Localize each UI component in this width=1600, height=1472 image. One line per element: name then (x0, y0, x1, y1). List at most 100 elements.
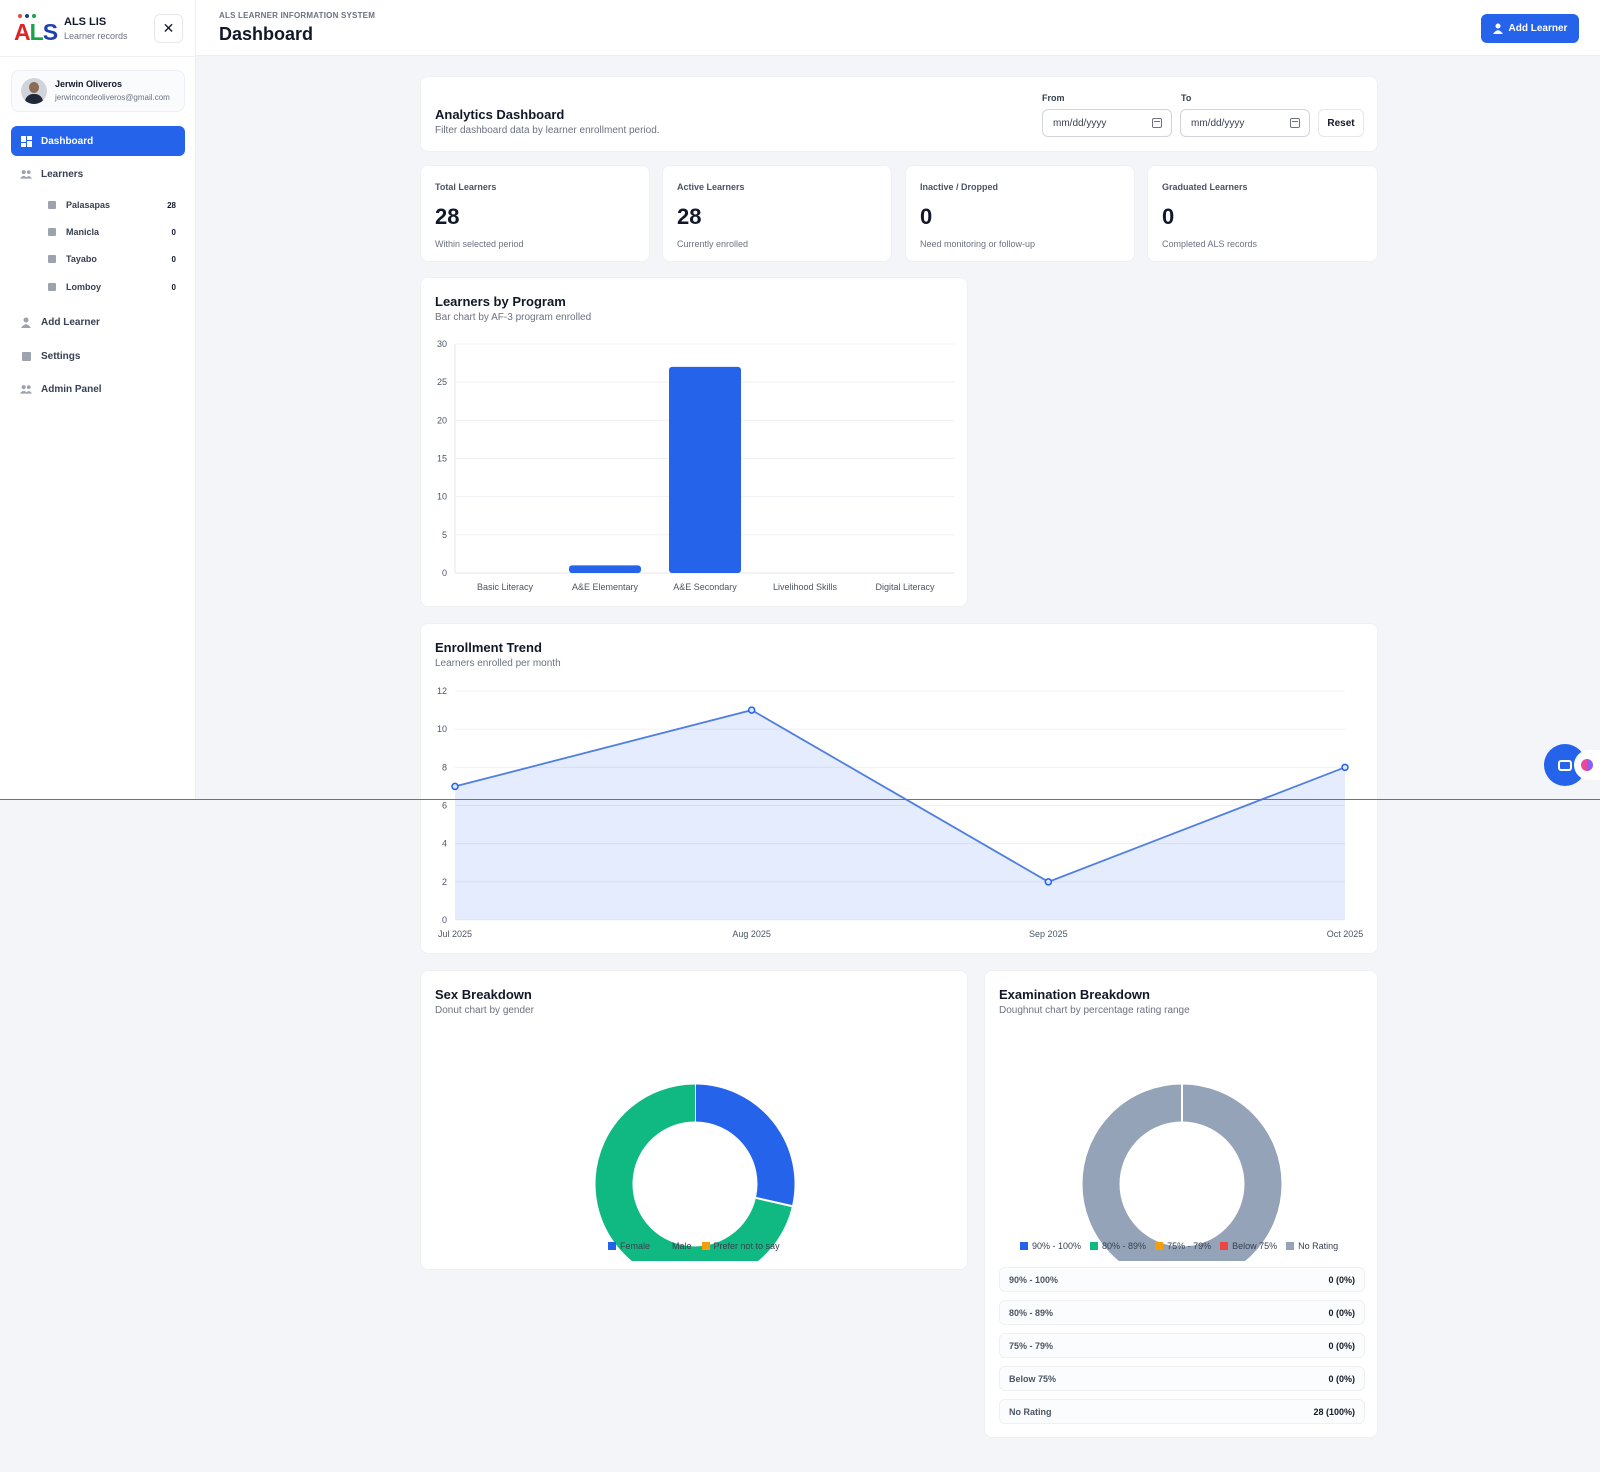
sidebar-item-label: Settings (41, 350, 81, 362)
sidebar-subitem-manicla[interactable]: Manicla 0 (48, 222, 176, 242)
program-bar-chart: 0 5 10 15 20 25 30 Basic Literacy A&E Elementary… (437, 339, 955, 592)
calendar-icon[interactable] (1290, 118, 1300, 128)
settings-icon (20, 350, 32, 362)
exam-row-value: 0 (0%) (1328, 1275, 1355, 1285)
x-tick-label: Digital Literacy (875, 582, 935, 592)
exam-row-label: No Rating (1009, 1407, 1052, 1417)
exam-row: 75% - 79% 0 (0%) (999, 1333, 1365, 1358)
stat-card-inactive: Inactive / Dropped 0 Need monitoring or … (905, 165, 1135, 262)
exam-row-label: 90% - 100% (1009, 1275, 1059, 1285)
dashboard-icon (20, 135, 32, 147)
bar (669, 366, 741, 573)
analytics-title: Analytics Dashboard (435, 107, 565, 122)
data-point (747, 706, 756, 714)
sidebar-item-admin-panel[interactable]: Admin Panel (11, 374, 185, 404)
calendar-icon[interactable] (1152, 118, 1162, 128)
user-email: jerwincondeoliveros@gmail.com (55, 93, 170, 102)
y-tick-label: 6 (442, 801, 447, 811)
x-tick-label: A&E Elementary (572, 582, 639, 592)
exam-row-value: 0 (0%) (1328, 1308, 1355, 1318)
data-point (451, 782, 459, 791)
to-date-placeholder: mm/dd/yyyy (1191, 117, 1245, 129)
stat-label: Graduated Learners (1162, 182, 1248, 192)
series-line (454, 709, 1346, 883)
stat-card-total: Total Learners 28 Within selected period (420, 165, 650, 262)
from-date-placeholder: mm/dd/yyyy (1053, 117, 1107, 129)
y-tick-label: 10 (437, 724, 447, 734)
legend-item: Below 75% (1220, 1241, 1277, 1251)
sex-legend: Female Male Prefer not to say (608, 1241, 780, 1251)
brand-subtitle: Learner records (64, 31, 128, 41)
sex-donut-chart (595, 1084, 795, 1261)
exam-chart-card: Examination Breakdown Doughnut chart by … (984, 970, 1378, 1438)
legend-item: Prefer not to say (701, 1241, 780, 1251)
sidebar-subitem-lomboy[interactable]: Lomboy 0 (48, 277, 176, 297)
y-tick-label: 12 (437, 686, 447, 696)
trend-chart-card: Enrollment Trend Learners enrolled per m… (420, 623, 1378, 954)
stat-label: Inactive / Dropped (920, 182, 999, 192)
y-tick-label: 30 (437, 339, 447, 349)
stat-card-graduated: Graduated Learners 0 Completed ALS recor… (1147, 165, 1378, 262)
y-tick-label: 0 (442, 915, 447, 925)
subitem-label: Manicla (66, 227, 100, 237)
users-icon (20, 168, 32, 180)
x-tick-label: Livelihood Skills (773, 582, 838, 592)
close-icon: ✕ (162, 20, 175, 36)
folder-icon (48, 283, 56, 291)
legend-item: Female (608, 1241, 650, 1251)
sidebar-item-learners[interactable]: Learners (11, 159, 185, 189)
to-date-input[interactable]: mm/dd/yyyy (1180, 109, 1310, 137)
sidebar-item-label: Admin Panel (41, 383, 102, 395)
y-tick-label: 0 (442, 568, 447, 578)
analytics-filter-card: Analytics Dashboard Filter dashboard dat… (420, 76, 1378, 152)
user-name: Jerwin Oliveros (55, 79, 123, 89)
from-label: From (1042, 93, 1065, 103)
stat-value: 0 (920, 204, 933, 229)
exam-row-label: 80% - 89% (1009, 1308, 1054, 1318)
sex-chart-title: Sex Breakdown (435, 987, 532, 1002)
reset-button[interactable]: Reset (1318, 109, 1364, 137)
trend-chart-title: Enrollment Trend (435, 640, 542, 655)
program-chart-card: Learners by Program Bar chart by AF-3 pr… (420, 277, 968, 607)
exam-donut-chart (1082, 1084, 1282, 1261)
area-fill (455, 710, 1345, 920)
y-tick-label: 10 (437, 492, 447, 502)
subitem-count: 0 (171, 227, 176, 237)
admin-icon (20, 383, 32, 395)
stat-note: Within selected period (435, 239, 524, 249)
enrollment-area-chart: 0 2 4 6 8 10 12 Jul 2025 Aug 2025 Sep 2025 Oct 202… (437, 686, 1363, 939)
sidebar-subitem-palasapas[interactable]: Palasapas 28 (48, 195, 176, 215)
sidebar-item-add-learner[interactable]: Add Learner (11, 307, 185, 337)
ai-assistant-tab[interactable] (1574, 750, 1600, 780)
program-chart-title: Learners by Program (435, 294, 566, 309)
exam-chart-title: Examination Breakdown (999, 987, 1150, 1002)
y-tick-label: 8 (442, 762, 447, 772)
legend-item: 90% - 100% (1020, 1241, 1081, 1251)
sex-chart-subtitle: Donut chart by gender (435, 1005, 534, 1016)
page-title: Dashboard (219, 24, 314, 44)
exam-row-value: 0 (0%) (1328, 1374, 1355, 1384)
analytics-subtitle: Filter dashboard data by learner enrollm… (435, 125, 660, 136)
donut-slice (694, 1084, 795, 1207)
stat-card-active: Active Learners 28 Currently enrolled (662, 165, 892, 262)
y-tick-label: 15 (437, 454, 447, 464)
x-tick-label: Basic Literacy (477, 582, 534, 592)
exam-row-value: 0 (0%) (1328, 1341, 1355, 1351)
sidebar-item-dashboard[interactable]: Dashboard (11, 126, 185, 156)
user-profile[interactable]: Jerwin Oliveros jerwincondeoliveros@gmai… (11, 70, 185, 112)
stat-value: 28 (677, 204, 702, 229)
exam-row: No Rating 28 (100%) (999, 1399, 1365, 1424)
exam-row-value: 28 (100%) (1313, 1407, 1355, 1417)
from-date-input[interactable]: mm/dd/yyyy (1042, 109, 1172, 137)
subitem-label: Palasapas (66, 200, 111, 210)
subitem-label: Tayabo (66, 254, 97, 264)
stat-value: 0 (1162, 204, 1175, 229)
x-tick-label: A&E Secondary (673, 582, 737, 592)
sidebar-subitem-tayabo[interactable]: Tayabo 0 (48, 249, 176, 269)
slice-separator (755, 1196, 793, 1208)
sex-chart-card: Sex Breakdown Donut chart by gender Fema… (420, 970, 968, 1270)
trend-chart-subtitle: Learners enrolled per month (435, 658, 561, 669)
add-learner-button[interactable]: Add Learner (1481, 14, 1579, 43)
sidebar-item-settings[interactable]: Settings (11, 341, 185, 371)
close-sidebar-button[interactable]: ✕ (154, 14, 183, 43)
